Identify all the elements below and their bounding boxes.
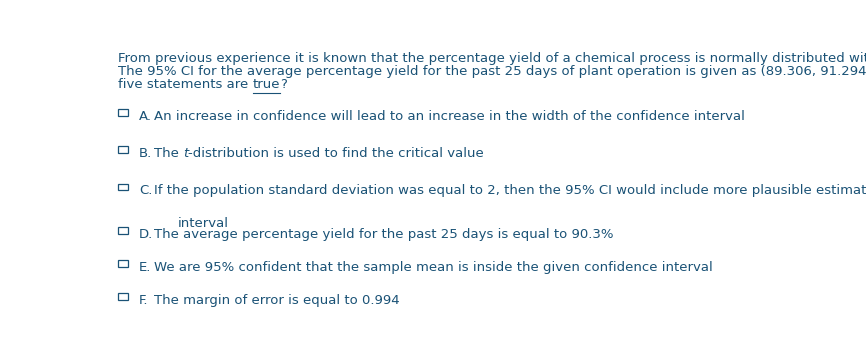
Bar bbox=[119, 260, 128, 267]
Text: E.: E. bbox=[139, 261, 152, 274]
Text: C.: C. bbox=[139, 184, 152, 197]
Bar bbox=[119, 227, 128, 234]
Text: The average percentage yield for the past 25 days is equal to 90.3%: The average percentage yield for the pas… bbox=[154, 228, 613, 241]
Text: true: true bbox=[253, 78, 281, 91]
Text: F.: F. bbox=[139, 294, 149, 307]
Text: We are 95% confident that the sample mean is inside the given confidence interva: We are 95% confident that the sample mea… bbox=[154, 261, 713, 274]
Text: The: The bbox=[154, 147, 183, 160]
Text: five statements are: five statements are bbox=[119, 78, 253, 91]
Text: D.: D. bbox=[139, 228, 153, 241]
Bar bbox=[119, 109, 128, 116]
Text: interval: interval bbox=[178, 217, 229, 230]
Bar bbox=[119, 146, 128, 153]
Text: -distribution is used to find the critical value: -distribution is used to find the critic… bbox=[188, 147, 484, 160]
Text: From previous experience it is known that the percentage yield of a chemical pro: From previous experience it is known tha… bbox=[119, 52, 866, 65]
Text: If the population standard deviation was equal to 2, then the 95% CI would inclu: If the population standard deviation was… bbox=[154, 184, 866, 197]
Bar bbox=[119, 293, 128, 300]
Bar bbox=[119, 184, 128, 190]
Text: t: t bbox=[183, 147, 188, 160]
Text: The margin of error is equal to 0.994: The margin of error is equal to 0.994 bbox=[154, 294, 399, 307]
Text: A.: A. bbox=[139, 110, 152, 123]
Text: B.: B. bbox=[139, 147, 152, 160]
Text: The 95% CI for the average percentage yield for the past 25 days of plant operat: The 95% CI for the average percentage yi… bbox=[119, 65, 866, 78]
Text: An increase in confidence will lead to an increase in the width of the confidenc: An increase in confidence will lead to a… bbox=[154, 110, 745, 123]
Text: ?: ? bbox=[281, 78, 288, 91]
